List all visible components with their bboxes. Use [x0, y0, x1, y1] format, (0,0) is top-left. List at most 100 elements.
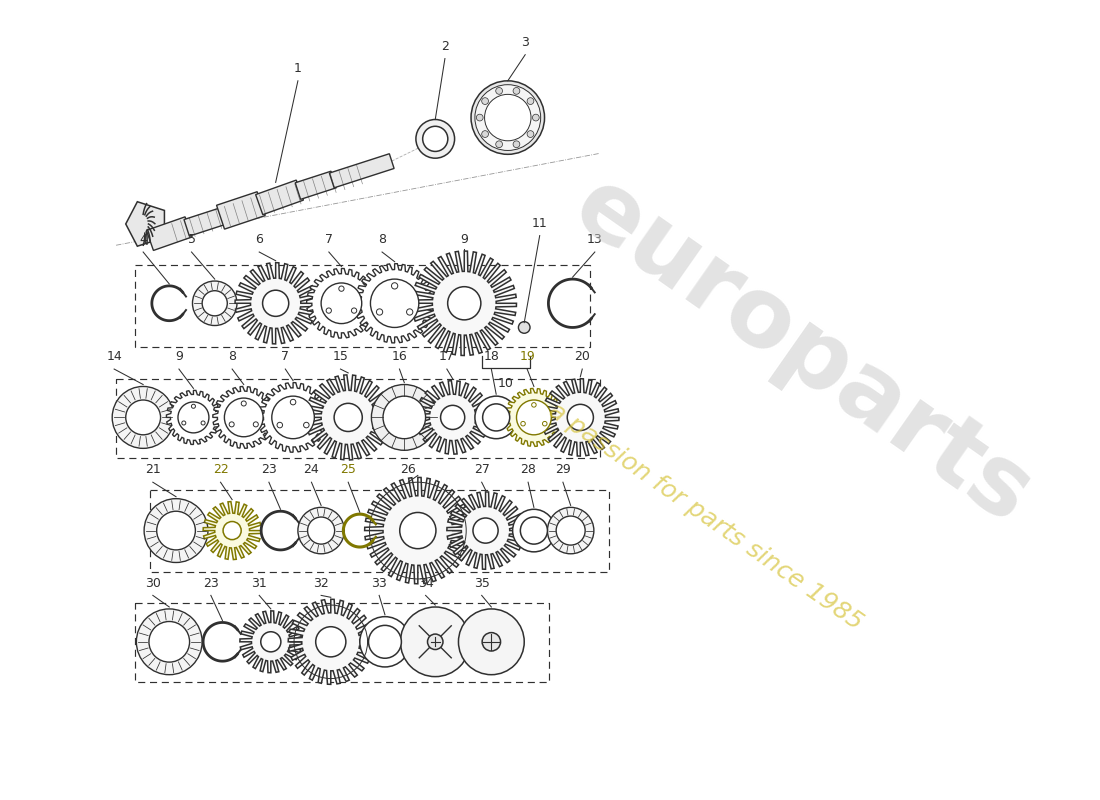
Circle shape [496, 87, 503, 94]
Circle shape [494, 104, 521, 131]
Circle shape [518, 322, 530, 334]
Circle shape [475, 85, 541, 150]
Circle shape [125, 400, 161, 435]
Circle shape [400, 607, 470, 677]
Circle shape [376, 309, 383, 315]
Text: 24: 24 [304, 463, 319, 477]
Circle shape [496, 141, 503, 148]
Circle shape [476, 114, 483, 121]
Circle shape [531, 402, 536, 407]
Circle shape [383, 396, 426, 438]
Polygon shape [235, 262, 317, 344]
Circle shape [482, 633, 500, 651]
Text: 7: 7 [324, 234, 333, 246]
Circle shape [148, 622, 189, 662]
Polygon shape [240, 611, 301, 673]
Circle shape [192, 281, 236, 326]
Text: 6: 6 [255, 234, 263, 246]
Circle shape [513, 141, 520, 148]
Circle shape [482, 98, 488, 105]
Text: 23: 23 [204, 577, 219, 590]
Text: 14: 14 [107, 350, 122, 363]
Circle shape [191, 404, 196, 408]
Circle shape [517, 400, 551, 435]
Polygon shape [288, 599, 373, 684]
Polygon shape [184, 208, 226, 236]
Polygon shape [505, 389, 563, 446]
Text: 34: 34 [418, 577, 433, 590]
Circle shape [520, 422, 526, 426]
Circle shape [144, 498, 208, 562]
Circle shape [178, 402, 209, 433]
Text: 3: 3 [521, 36, 529, 49]
Circle shape [471, 81, 544, 154]
Text: 28: 28 [520, 463, 536, 477]
Circle shape [548, 507, 594, 554]
Polygon shape [125, 202, 164, 246]
Text: europarts: europarts [557, 159, 1049, 544]
Text: 26: 26 [400, 463, 416, 477]
Circle shape [532, 114, 539, 121]
Circle shape [542, 422, 547, 426]
Polygon shape [355, 264, 434, 343]
Text: 23: 23 [261, 463, 277, 477]
Polygon shape [204, 502, 261, 559]
Circle shape [241, 401, 246, 406]
Circle shape [156, 511, 196, 550]
Circle shape [229, 422, 234, 427]
Text: 9: 9 [175, 350, 183, 363]
Circle shape [441, 406, 464, 430]
Text: 8: 8 [378, 234, 386, 246]
Circle shape [316, 626, 345, 657]
Text: 32: 32 [314, 577, 329, 590]
Circle shape [482, 130, 488, 138]
Circle shape [392, 282, 398, 289]
Text: 25: 25 [340, 463, 356, 477]
Polygon shape [166, 390, 220, 445]
Text: 20: 20 [574, 350, 591, 363]
Circle shape [201, 421, 205, 425]
Circle shape [513, 87, 520, 94]
Circle shape [334, 403, 362, 431]
Polygon shape [255, 180, 304, 214]
Circle shape [407, 309, 412, 315]
Text: 15: 15 [332, 350, 349, 363]
Text: 31: 31 [251, 577, 267, 590]
Polygon shape [217, 192, 265, 229]
Polygon shape [212, 386, 275, 448]
Circle shape [277, 422, 283, 428]
Text: 2: 2 [441, 40, 449, 53]
Polygon shape [412, 251, 517, 355]
Polygon shape [364, 478, 471, 584]
Text: 10: 10 [498, 377, 514, 390]
Circle shape [202, 290, 228, 316]
Circle shape [368, 626, 402, 658]
Polygon shape [541, 378, 619, 456]
Polygon shape [306, 375, 390, 460]
Circle shape [557, 516, 585, 545]
Text: 7: 7 [282, 350, 289, 363]
Polygon shape [295, 171, 337, 199]
Circle shape [261, 632, 280, 652]
Circle shape [360, 617, 410, 667]
Circle shape [527, 98, 534, 105]
Circle shape [136, 609, 202, 674]
Text: 27: 27 [474, 463, 490, 477]
Circle shape [372, 385, 437, 450]
Circle shape [473, 518, 498, 543]
Circle shape [568, 404, 593, 430]
Circle shape [459, 609, 525, 674]
Text: 17: 17 [439, 350, 454, 363]
Circle shape [263, 290, 288, 316]
Circle shape [253, 422, 258, 427]
Circle shape [339, 286, 344, 291]
Text: 35: 35 [474, 577, 490, 590]
Circle shape [475, 396, 517, 438]
Circle shape [448, 286, 481, 320]
Circle shape [223, 522, 241, 540]
Polygon shape [447, 492, 525, 570]
Polygon shape [146, 217, 192, 250]
Circle shape [352, 308, 356, 314]
Circle shape [513, 510, 556, 552]
Circle shape [416, 119, 454, 158]
